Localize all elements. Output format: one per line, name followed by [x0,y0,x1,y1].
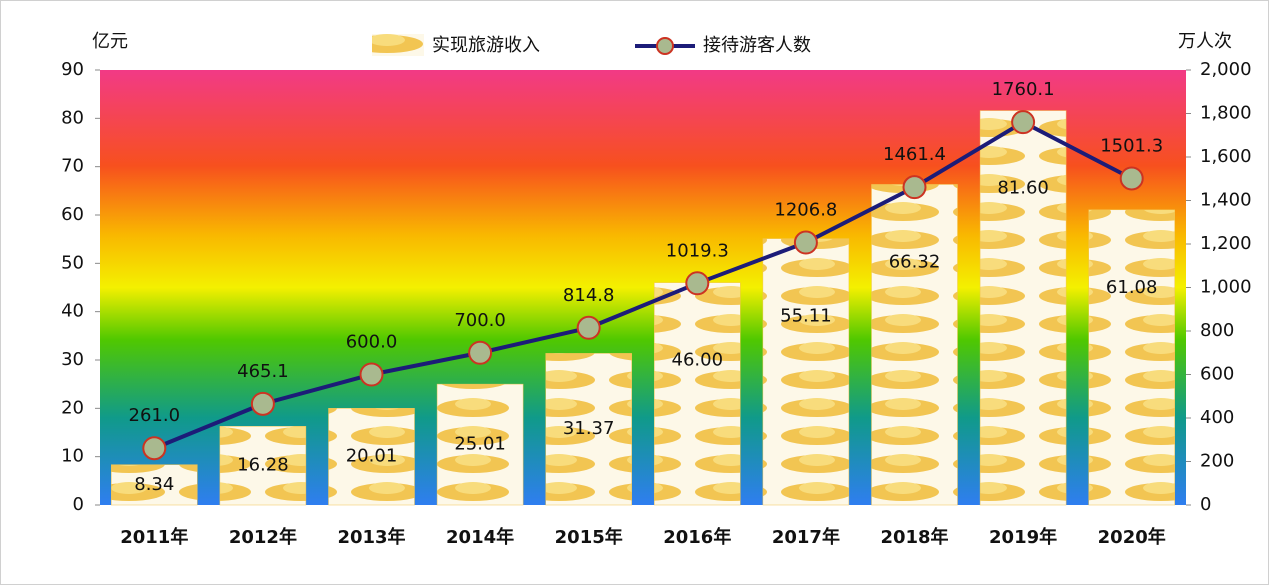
y2-tick-label: 1,000 [1200,277,1252,298]
bar-value-label: 61.08 [1106,277,1158,298]
x-tick-label: 2012年 [229,526,297,548]
y2-axis-title: 万人次 [1178,31,1232,52]
line-marker [469,342,491,364]
y-tick-label: 50 [61,252,84,273]
y-tick-label: 90 [61,59,84,80]
bar-value-label: 20.01 [346,446,398,467]
legend-label: 实现旅游收入 [432,35,540,56]
x-tick-label: 2014年 [446,526,514,548]
x-tick-label: 2016年 [663,526,731,548]
y-tick-label: 80 [61,107,84,128]
y2-tick-label: 1,400 [1200,190,1252,211]
y2-tick-label: 200 [1200,451,1234,472]
x-tick-label: 2019年 [989,526,1057,548]
bar-value-label: 25.01 [454,434,506,455]
line-value-label: 465.1 [237,361,289,382]
line-value-label: 1461.4 [883,144,946,165]
legend: 实现旅游收入 接待游客人数 [372,34,811,56]
bar-value-label: 46.00 [672,350,724,371]
x-tick-label: 2017年 [772,526,840,548]
y-tick-label: 30 [61,349,84,370]
line-marker [686,272,708,294]
x-tick-label: 2015年 [555,526,623,548]
bar [1089,210,1175,505]
y2-tick-label: 2,000 [1200,59,1252,80]
y2-tick-label: 1,800 [1200,103,1252,124]
bar-value-label: 66.32 [889,251,941,272]
x-tick-label: 2013年 [337,526,405,548]
y2-tick-label: 400 [1200,407,1234,428]
line-value-label: 1760.1 [992,79,1055,100]
y-tick-label: 10 [61,446,84,467]
y2-tick-label: 800 [1200,320,1234,341]
bar-value-label: 31.37 [563,418,615,439]
line-value-label: 1019.3 [666,240,729,261]
y2-tick-label: 600 [1200,364,1234,385]
chart: 亿元 万人次 实现旅游收入 接待游客人数 0 10 20 30 40 50 60 70 80 90… [0,0,1269,585]
y2-tick-label: 1,600 [1200,146,1252,167]
y2-tick-label: 0 [1200,494,1211,515]
y-tick-label: 60 [61,204,84,225]
line-marker [904,176,926,198]
line-marker [143,437,165,459]
line-marker [1012,111,1034,133]
bar-value-label: 8.34 [134,474,174,495]
line-value-label: 1501.3 [1100,135,1163,156]
bar-value-label: 55.11 [780,306,832,327]
y-tick-label: 20 [61,397,84,418]
bar [763,239,849,505]
bar [980,111,1066,505]
y-tick-label: 0 [73,494,84,515]
line-marker [1121,167,1143,189]
line-marker [578,317,600,339]
bar-value-label: 81.60 [997,178,1049,199]
y2-tick-label: 1,200 [1200,233,1252,254]
y-tick-label: 70 [61,156,84,177]
line-marker [361,364,383,386]
line-value-label: 700.0 [454,310,506,331]
x-tick-label: 2020年 [1098,526,1166,548]
line-value-label: 1206.8 [774,200,837,221]
x-tick-label: 2011年 [120,526,188,548]
legend-marker [657,38,673,54]
legend-swatch [372,34,424,56]
legend-label: 接待游客人数 [703,35,811,56]
bar [872,184,958,505]
bar-value-label: 16.28 [237,455,289,476]
y-tick-label: 40 [61,301,84,322]
line-marker [252,393,274,415]
y-axis-title: 亿元 [92,31,128,52]
x-tick-label: 2018年 [880,526,948,548]
bar [654,283,740,505]
line-marker [795,232,817,254]
line-value-label: 261.0 [129,405,181,426]
line-value-label: 600.0 [346,332,398,353]
line-value-label: 814.8 [563,285,615,306]
